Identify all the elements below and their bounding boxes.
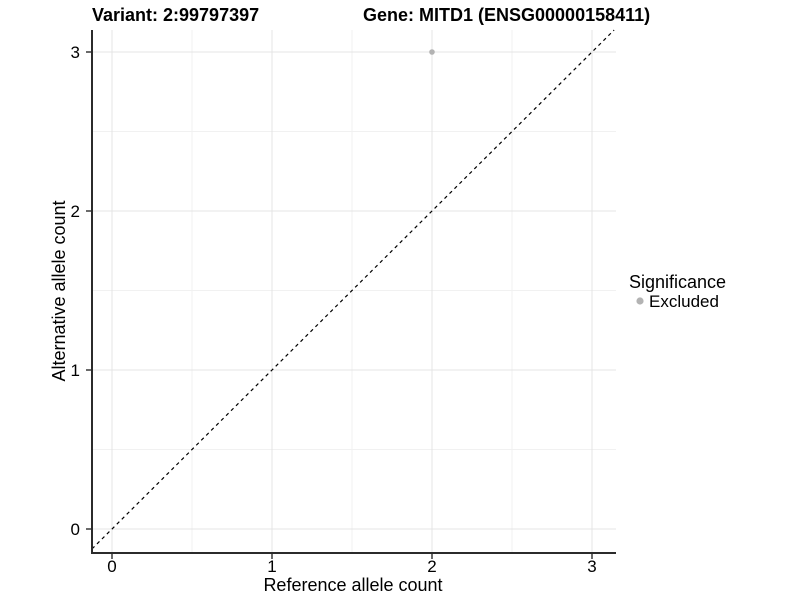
y-tick-label: 2	[71, 202, 80, 221]
legend-entry-label: Excluded	[649, 292, 719, 311]
x-axis-title: Reference allele count	[263, 575, 442, 595]
x-tick-label: 3	[587, 557, 596, 576]
gene-title: Gene: MITD1 (ENSG00000158411)	[363, 5, 650, 25]
variant-title: Variant: 2:99797397	[92, 5, 259, 25]
y-tick-label: 0	[71, 520, 80, 539]
identity-dashed-line	[91, 29, 615, 550]
x-tick-label: 2	[427, 557, 436, 576]
abline	[91, 29, 615, 550]
gridlines-major	[92, 30, 616, 553]
axis-ticks	[86, 51, 593, 559]
x-tick-label: 0	[107, 557, 116, 576]
gridlines-minor	[92, 30, 616, 553]
x-tick-label: 1	[267, 557, 276, 576]
y-axis-title: Alternative allele count	[49, 200, 69, 381]
y-tick-label: 3	[71, 43, 80, 62]
legend-title: Significance	[629, 272, 726, 292]
y-tick-label: 1	[71, 361, 80, 380]
legend: Significance Excluded	[629, 272, 726, 311]
data-points	[429, 49, 435, 55]
data-point	[429, 49, 435, 55]
axis-tick-labels: 0 1 2 3 0 1 2 3	[71, 43, 597, 576]
legend-key-dot	[636, 297, 644, 305]
